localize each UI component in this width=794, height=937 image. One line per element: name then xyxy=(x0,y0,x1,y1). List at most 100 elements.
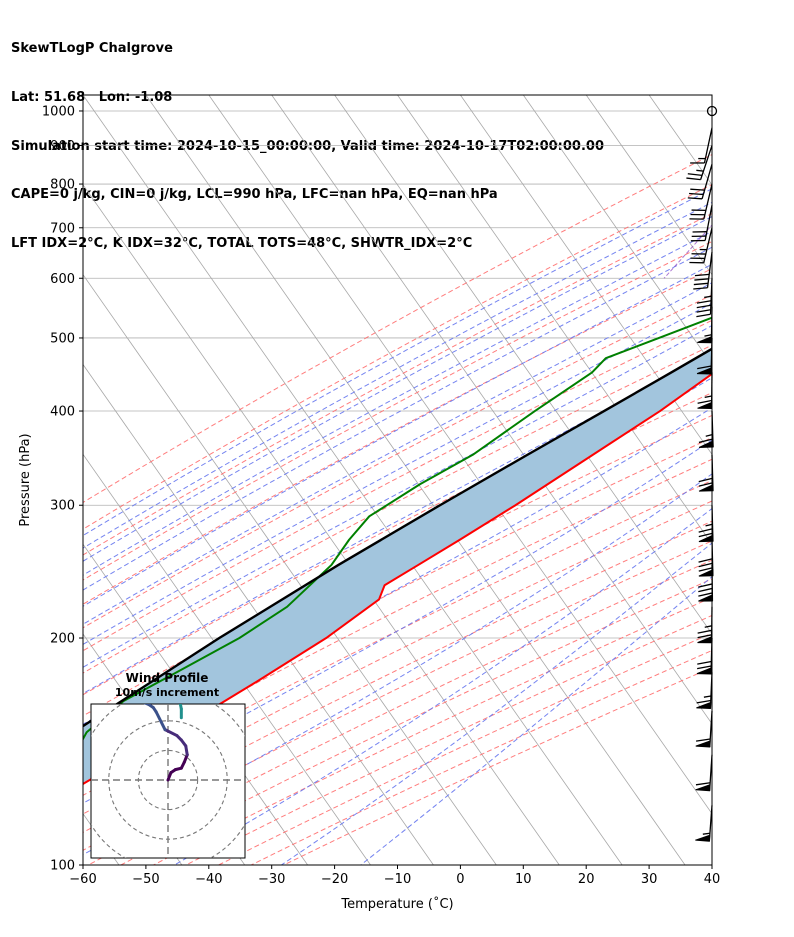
y-tick-label: 600 xyxy=(50,272,75,287)
isotherm-line xyxy=(775,95,794,865)
dry-adiabat-line xyxy=(83,212,712,556)
barb-full xyxy=(698,482,713,487)
barb-half xyxy=(704,625,712,628)
mixing-ratio-line xyxy=(777,86,794,278)
dry-adiabat-line xyxy=(83,344,712,674)
x-tick-label: −40 xyxy=(195,872,222,887)
barb-staff xyxy=(699,145,713,180)
x-tick-label: 10 xyxy=(515,872,532,887)
isotherm-line xyxy=(460,95,712,456)
wind-barb xyxy=(698,539,714,577)
cape-cin-indices: CAPE=0 j/kg, CIN=0 j/kg, LCL=990 hPa, LF… xyxy=(11,187,498,203)
x-tick-label: 20 xyxy=(578,872,595,887)
barb-half xyxy=(705,523,713,527)
isotherm-line xyxy=(83,363,434,865)
hodograph-upper-trace-segment xyxy=(175,647,176,662)
barb-flag xyxy=(695,740,711,748)
dry-adiabat-line xyxy=(83,268,712,605)
cape-cin-layer xyxy=(83,348,712,784)
isotherm-line xyxy=(83,453,371,865)
moist-adiabat-line xyxy=(83,324,712,668)
moist-adiabat-line xyxy=(83,246,712,591)
barb-full xyxy=(696,313,711,318)
moist-adiabat-line xyxy=(360,576,712,865)
isotherm-line xyxy=(208,95,712,815)
barb-full xyxy=(695,738,711,742)
isotherm-line xyxy=(145,95,686,865)
hodograph-trace-segment xyxy=(154,710,167,732)
hodograph-title: Wind Profile xyxy=(126,671,209,685)
hodograph-trace-segment xyxy=(124,660,125,663)
barb-half xyxy=(704,395,712,399)
y-tick-label: 400 xyxy=(50,405,75,420)
moist-adiabat-line xyxy=(83,230,712,576)
isotherm-line xyxy=(83,95,623,865)
dry-adiabat-line xyxy=(83,437,712,758)
barb-staff xyxy=(703,127,713,164)
barb-full xyxy=(698,562,713,568)
barb-full xyxy=(698,477,713,483)
isotherm-line xyxy=(83,184,560,865)
barb-flag xyxy=(698,534,714,543)
barb-half xyxy=(704,334,712,337)
x-tick-label: −20 xyxy=(321,872,348,887)
barb-full xyxy=(693,282,709,286)
x-tick-label: 40 xyxy=(704,872,721,887)
barb-full xyxy=(689,192,704,196)
isotherm-line xyxy=(585,95,712,276)
x-axis-label: Temperature (˚C) xyxy=(340,896,453,912)
barb-flag xyxy=(696,367,712,375)
barb-full xyxy=(694,278,709,281)
barb-full xyxy=(698,558,713,563)
moist-adiabat-line xyxy=(83,473,712,856)
y-axis-label: Pressure (hPa) xyxy=(18,433,33,526)
barb-full xyxy=(687,173,703,177)
y-tick-label: 800 xyxy=(50,178,75,193)
barb-flag xyxy=(698,483,714,492)
barb-flag xyxy=(698,568,714,577)
barb-full xyxy=(696,309,711,313)
barb-full xyxy=(697,665,712,670)
wind-barb xyxy=(695,711,713,748)
barb-full xyxy=(697,660,712,665)
hodograph-subtitle: 10m/s increment xyxy=(115,686,219,699)
wind-barb xyxy=(695,754,713,792)
wind-barb xyxy=(687,164,713,200)
dry-adiabat-line xyxy=(83,458,712,777)
y-tick-label: 900 xyxy=(50,139,75,154)
x-tick-label: −10 xyxy=(384,872,411,887)
barb-full xyxy=(696,300,712,304)
isotherm-line xyxy=(648,95,712,186)
isotherm-line xyxy=(334,95,712,635)
barb-staff xyxy=(703,227,713,263)
wind-barb xyxy=(697,606,713,644)
barb-full xyxy=(697,629,712,634)
chart-header: SkewTLogP Chalgrove Lat: 51.68 Lon: -1.0… xyxy=(11,9,604,268)
barb-full xyxy=(690,188,705,191)
barb-full xyxy=(697,634,712,639)
cin-shading xyxy=(83,348,712,784)
barb-half xyxy=(704,295,712,299)
barb-full xyxy=(698,592,713,597)
barb-half xyxy=(702,832,711,835)
barb-staff xyxy=(703,183,713,220)
wind-barb xyxy=(686,145,713,181)
barb-full xyxy=(687,197,703,200)
x-tick-label: −50 xyxy=(132,872,159,887)
hodograph-plot xyxy=(91,647,245,858)
barb-full xyxy=(697,399,712,404)
barb-half xyxy=(696,169,704,172)
hodograph-upper-trace-segment xyxy=(178,704,183,711)
barb-full xyxy=(686,177,701,181)
barb-flag xyxy=(695,834,711,842)
moist-adiabat-line xyxy=(83,302,712,645)
moist-adiabat-line xyxy=(281,542,712,865)
barb-flag xyxy=(695,784,711,792)
x-tick-label: 30 xyxy=(641,872,658,887)
isotherm-line xyxy=(522,95,712,366)
x-tick-label: −30 xyxy=(258,872,285,887)
barb-full xyxy=(698,587,713,593)
x-tick-label: 0 xyxy=(456,872,464,887)
y-tick-label: 1000 xyxy=(42,104,75,119)
